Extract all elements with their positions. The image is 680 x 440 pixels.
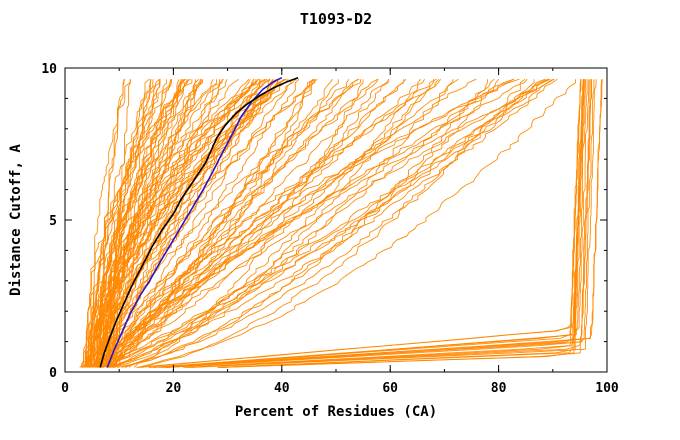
x-tick-label: 80: [491, 381, 507, 396]
y-tick-label: 10: [41, 62, 57, 77]
model-curve: [96, 78, 250, 368]
model-curve: [136, 79, 585, 368]
model-curve: [128, 79, 364, 368]
model-curve: [117, 78, 500, 368]
model-curve: [81, 79, 154, 368]
model-curve: [110, 79, 314, 368]
model-curve: [153, 79, 582, 368]
model-curve: [97, 78, 459, 368]
model-curve: [166, 79, 603, 368]
model-curve: [166, 79, 585, 368]
model-curve: [105, 78, 549, 368]
model-curve: [103, 79, 190, 368]
model-curve: [109, 79, 279, 368]
model-curve: [115, 78, 318, 368]
model-curve: [89, 79, 405, 368]
model-curve: [97, 78, 239, 368]
model-curve: [102, 78, 274, 368]
y-tick-label: 0: [49, 366, 57, 381]
model-curve: [111, 79, 292, 368]
model-curve: [102, 78, 554, 368]
model-curve: [142, 78, 526, 368]
model-curve: [191, 79, 597, 368]
model-curve: [124, 79, 489, 368]
model-curve: [165, 79, 588, 368]
model-curve: [102, 78, 350, 368]
model-curve: [85, 78, 200, 368]
y-axis-label: Distance Cutoff, A: [8, 144, 24, 296]
model-curve: [222, 79, 585, 368]
model-curve: [94, 78, 279, 368]
x-axis-label: Percent of Residues (CA): [235, 404, 437, 420]
y-tick-label: 5: [49, 214, 57, 229]
model-curve: [183, 79, 582, 368]
model-curve: [95, 78, 268, 368]
x-tick-label: 100: [595, 381, 619, 396]
model-curve: [99, 78, 546, 368]
model-curve: [86, 79, 201, 368]
model-curve: [162, 79, 590, 368]
model-curve: [102, 79, 204, 368]
model-curve: [100, 79, 339, 368]
model-curve: [79, 78, 173, 368]
model-curve: [105, 78, 224, 368]
model-curve: [220, 79, 584, 368]
model-curve: [109, 78, 495, 368]
plot-area: 0 20 40 60 80 100 0 5 10: [41, 62, 619, 396]
model-curve: [106, 79, 262, 368]
model-curve: [97, 78, 550, 368]
model-curve: [158, 79, 595, 368]
model-curve: [107, 78, 558, 368]
model-curve: [186, 79, 592, 368]
chart-title: T1093-D2: [300, 10, 372, 28]
x-tick-label: 0: [61, 381, 69, 396]
model-curve: [107, 79, 171, 368]
model-curve: [137, 79, 576, 368]
model-curve: [96, 78, 390, 368]
model-curve: [101, 78, 520, 368]
model-curve: [112, 78, 551, 368]
model-curve: [81, 78, 202, 368]
model-curve: [148, 79, 584, 368]
model-curve: [102, 78, 440, 368]
model-curve: [112, 78, 477, 368]
model-curve: [105, 79, 257, 368]
model-curve: [133, 79, 435, 368]
model-curve: [85, 79, 132, 368]
model-curve: [186, 79, 585, 368]
model-curve: [112, 78, 407, 368]
model-curve: [83, 78, 160, 368]
model-curve: [99, 79, 362, 368]
x-tick-label: 20: [166, 381, 182, 396]
model-curve: [218, 79, 591, 368]
model-curve: [113, 78, 454, 368]
model-curve: [121, 79, 535, 368]
model-curve: [109, 78, 300, 368]
x-tick-label: 40: [274, 381, 290, 396]
x-tick-label: 60: [382, 381, 398, 396]
model-curve: [153, 79, 602, 368]
model-curve: [82, 78, 191, 368]
black-highlight-model-curve: [99, 76, 299, 368]
